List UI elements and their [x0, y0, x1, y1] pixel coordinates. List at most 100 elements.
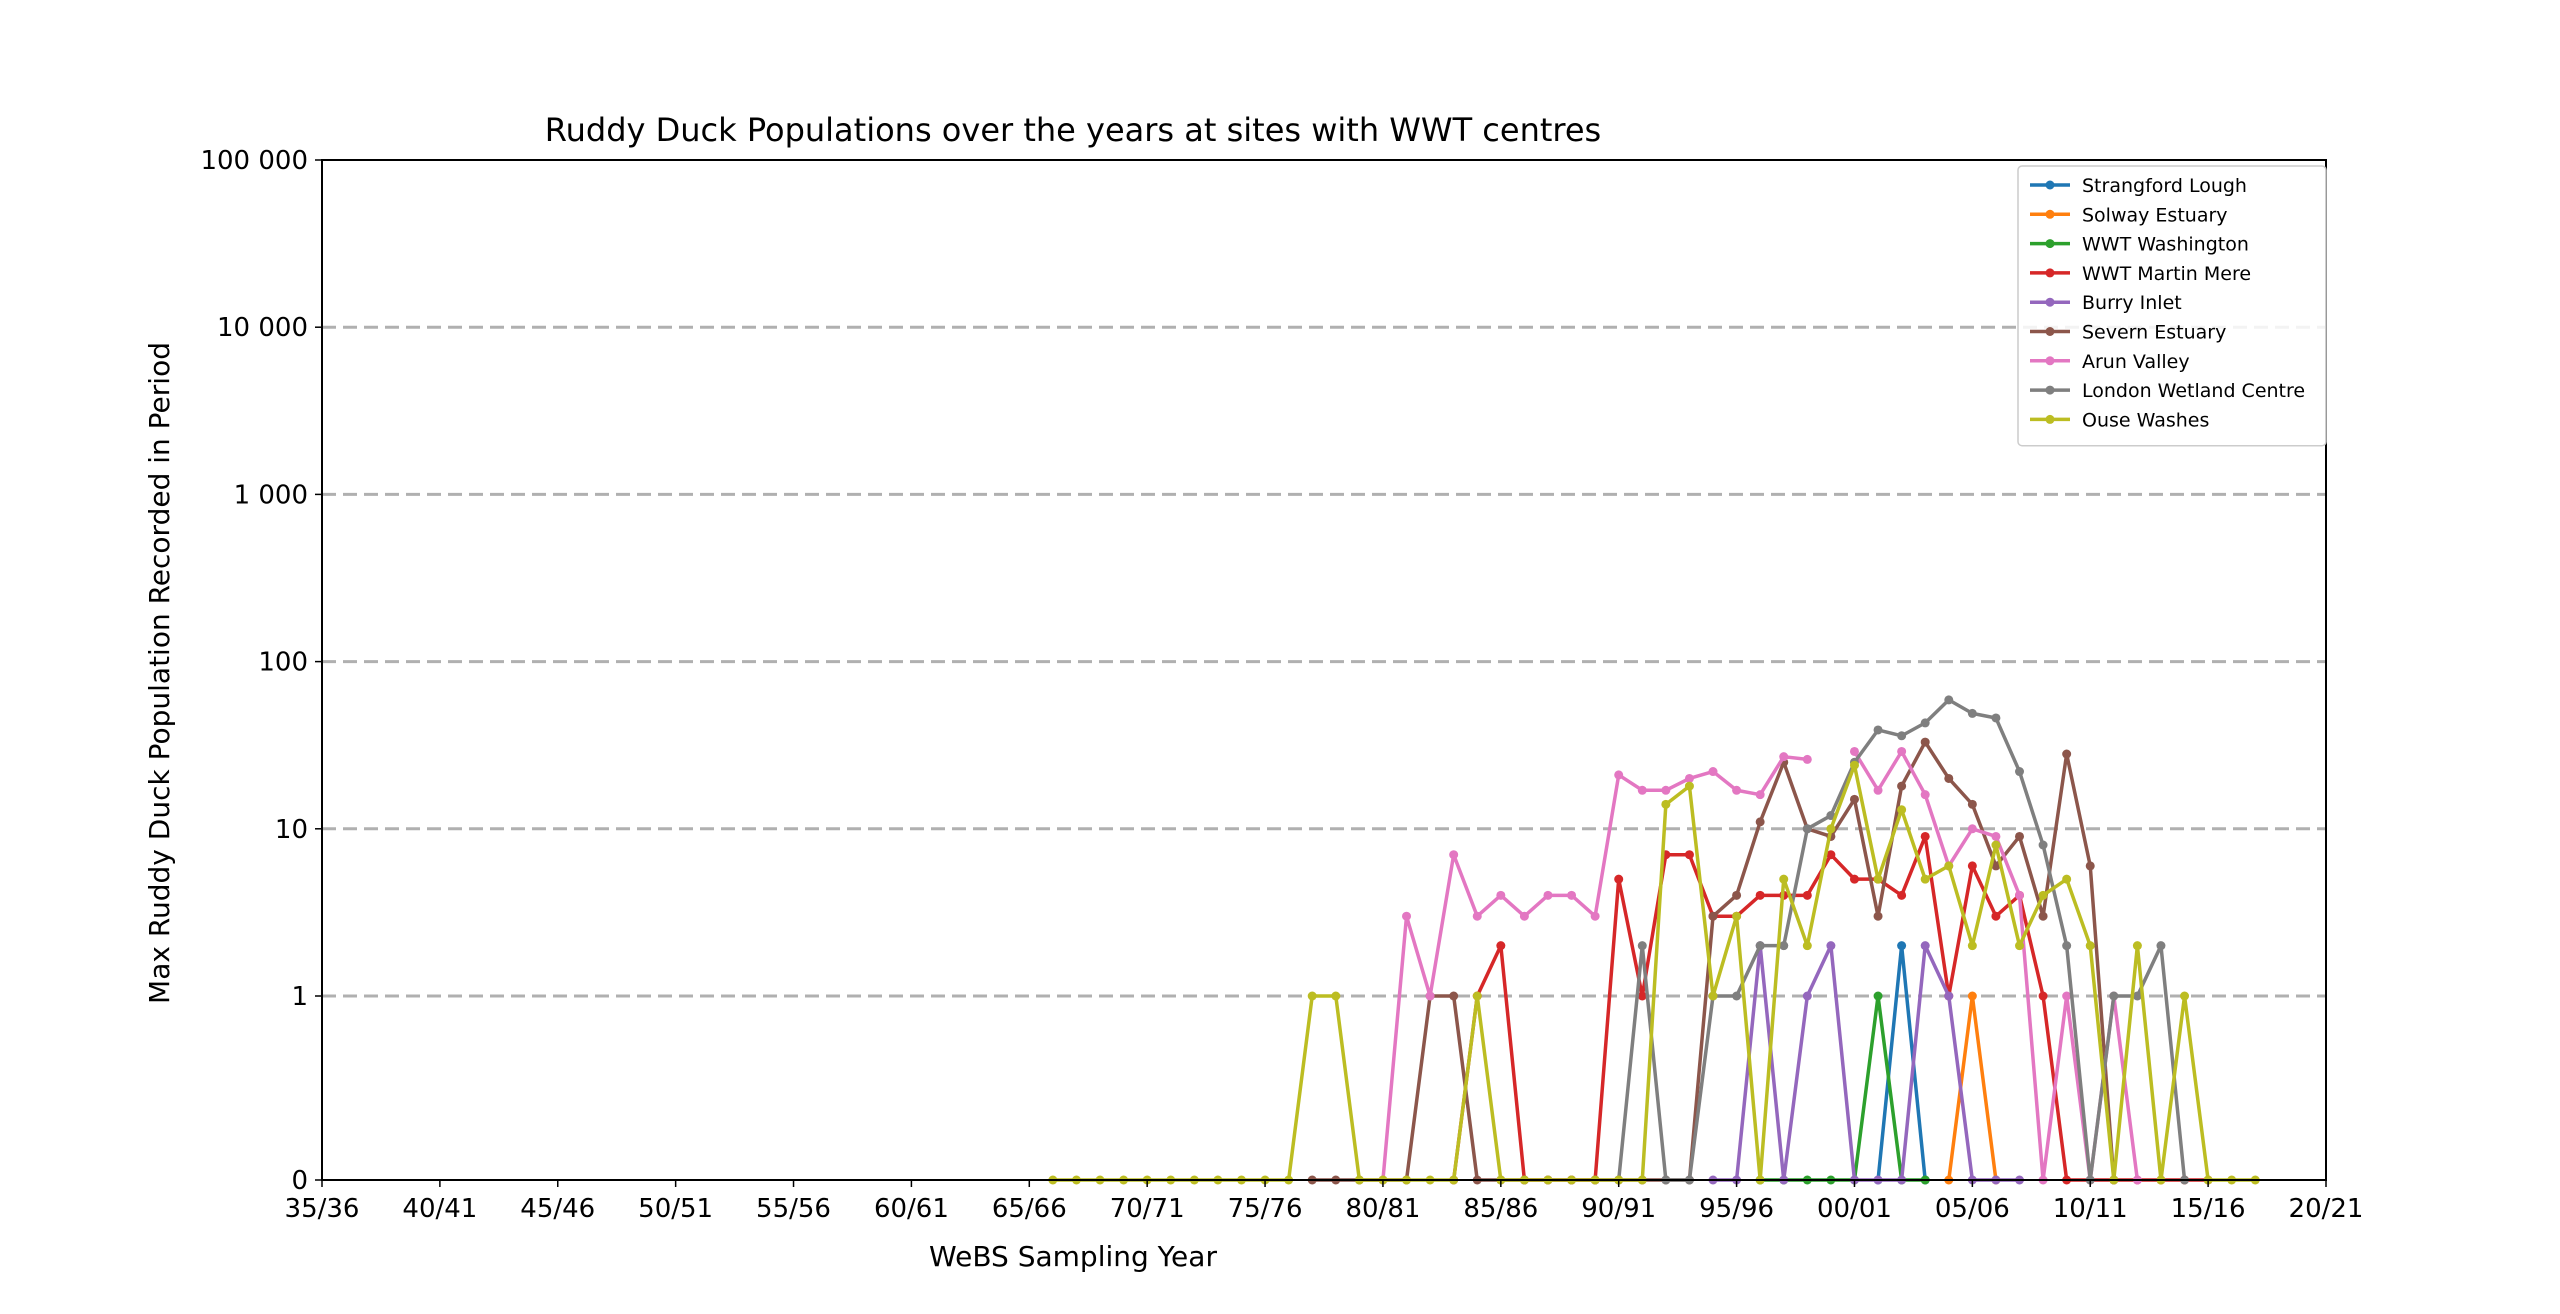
legend-label: Severn Estuary: [2082, 322, 2226, 344]
legend-item: Severn Estuary: [2030, 322, 2226, 344]
data-point: [1944, 695, 1954, 705]
data-point: [1920, 718, 1930, 728]
data-point: [2085, 941, 2095, 951]
y-tick-label: 1: [291, 982, 308, 1012]
grid-lines: [322, 325, 2326, 998]
data-point: [2062, 749, 2072, 759]
data-point: [1897, 746, 1907, 756]
plot-frame: [321, 159, 2327, 1181]
data-point: [1991, 911, 2001, 921]
legend-item: Ouse Washes: [2030, 409, 2209, 431]
data-point: [1944, 991, 1954, 1001]
data-point: [1920, 737, 1930, 747]
data-point: [1779, 874, 1789, 884]
data-point: [1519, 911, 1529, 921]
legend: Strangford Lough Solway Estuary WWT Washin…: [2017, 165, 2327, 447]
x-tick-label: 70/71: [1110, 1194, 1185, 1224]
x-tick-label: 40/41: [402, 1194, 477, 1224]
data-point: [1873, 785, 1883, 795]
data-point: [1307, 991, 1317, 1001]
x-tick-label: 85/86: [1463, 1194, 1538, 1224]
legend-swatch-marker: [2045, 268, 2055, 278]
y-tick-label: 10 000: [217, 313, 308, 343]
data-point: [1802, 824, 1812, 834]
data-point: [2062, 874, 2072, 884]
data-point: [1849, 794, 1859, 804]
data-point: [1991, 713, 2001, 723]
series-line: [1947, 994, 1998, 1181]
data-point: [1732, 911, 1742, 921]
data-point: [1708, 911, 1718, 921]
data-point: [2015, 767, 2025, 777]
data-point: [1873, 991, 1883, 1001]
data-point: [1897, 805, 1907, 815]
data-point: [2015, 831, 2025, 841]
data-point: [2132, 991, 2142, 1001]
data-point: [1496, 890, 1506, 900]
data-point: [1991, 861, 2001, 871]
data-point: [1779, 752, 1789, 762]
x-tick-label: 90/91: [1581, 1194, 1656, 1224]
x-tick-label: 35/36: [285, 1194, 360, 1224]
x-tick-label: 75/76: [1228, 1194, 1303, 1224]
series-line: [1760, 994, 1926, 1182]
data-point: [1920, 874, 1930, 884]
legend-item: Solway Estuary: [2030, 204, 2228, 226]
data-point: [1755, 817, 1765, 827]
data-point: [1920, 790, 1930, 800]
legend-label: Burry Inlet: [2082, 292, 2182, 314]
data-point: [1755, 790, 1765, 800]
x-tick-label: 50/51: [638, 1194, 713, 1224]
data-point: [1967, 708, 1977, 718]
data-point: [1920, 941, 1930, 951]
data-point: [1897, 731, 1907, 741]
data-point: [1449, 991, 1459, 1001]
data-point: [1755, 890, 1765, 900]
x-tick-label: 65/66: [992, 1194, 1067, 1224]
data-point: [1755, 941, 1765, 951]
legend-label: Solway Estuary: [2082, 204, 2228, 226]
data-point: [1590, 911, 1600, 921]
data-point: [1637, 785, 1647, 795]
data-point: [1826, 941, 1836, 951]
data-point: [1496, 941, 1506, 951]
legend-swatch-marker: [2045, 327, 2055, 336]
data-point: [1967, 824, 1977, 834]
data-point: [2132, 941, 2142, 951]
data-point: [1567, 890, 1577, 900]
data-point: [1967, 861, 1977, 871]
x-tick-label: 15/16: [2171, 1194, 2246, 1224]
x-tick-label: 45/46: [520, 1194, 595, 1224]
legend-item: Arun Valley: [2030, 351, 2190, 373]
data-point: [2109, 991, 2119, 1001]
plot-series: [1048, 695, 2260, 1185]
legend-swatch-marker: [2045, 297, 2055, 307]
legend-item: London Wetland Centre: [2030, 380, 2305, 402]
legend-label: London Wetland Centre: [2082, 380, 2305, 402]
y-tick-label: 0: [291, 1166, 308, 1196]
data-point: [1425, 991, 1435, 1001]
legend-box: [2017, 165, 2327, 447]
data-point: [1732, 991, 1742, 1001]
data-point: [1849, 760, 1859, 770]
data-point: [1920, 831, 1930, 841]
y-axis-label: Max Ruddy Duck Population Recorded in Pe…: [143, 342, 176, 1004]
chart-title: Ruddy Duck Populations over the years at…: [545, 111, 1601, 149]
x-tick-label: 60/61: [874, 1194, 949, 1224]
x-axis-ticks: 35/36 40/41 45/46 50/51 55/56 60/61 65/66 70/71…: [285, 1180, 2364, 1224]
y-tick-label: 100 000: [200, 146, 308, 176]
x-tick-label: 05/06: [1935, 1194, 2010, 1224]
series-line: [1616, 698, 2187, 1182]
data-point: [1779, 941, 1789, 951]
legend-swatch-marker: [2045, 239, 2055, 249]
data-point: [1967, 941, 1977, 951]
data-point: [2038, 840, 2048, 850]
data-point: [1472, 911, 1482, 921]
data-point: [1967, 991, 1977, 1001]
data-point: [1826, 824, 1836, 834]
x-tick-label: 55/56: [756, 1194, 831, 1224]
x-tick-label: 10/11: [2053, 1194, 2128, 1224]
data-point: [1991, 831, 2001, 841]
data-point: [1849, 746, 1859, 756]
x-tick-label: 20/21: [2289, 1194, 2364, 1224]
